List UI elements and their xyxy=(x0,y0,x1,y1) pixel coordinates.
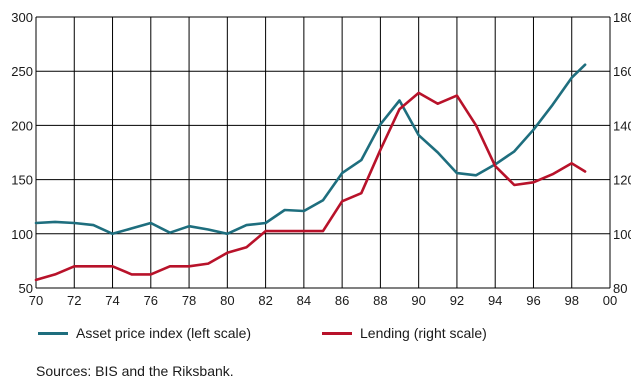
x-tick-label: 98 xyxy=(564,293,578,308)
x-tick-label: 88 xyxy=(373,293,387,308)
x-tick-label: 90 xyxy=(411,293,425,308)
source-note: Sources: BIS and the Riksbank. xyxy=(36,363,234,379)
legend-label-lending: Lending (right scale) xyxy=(360,325,487,341)
x-tick-label: 80 xyxy=(220,293,234,308)
y-left-tick-label: 100 xyxy=(11,227,33,242)
chart-area: 50 100 150 200 250 300 80 100 120 140 160 180 70 72 74… xyxy=(11,10,631,308)
y-right-tick-label: 80 xyxy=(613,281,627,296)
x-tick-label: 96 xyxy=(526,293,540,308)
x-tick-label: 74 xyxy=(105,293,119,308)
y-left-tick-label: 150 xyxy=(11,173,33,188)
legend-swatch-lending xyxy=(322,331,352,335)
y-right-tick-label: 140 xyxy=(613,118,631,133)
x-tick-label: 00 xyxy=(603,293,617,308)
y-right-tick-label: 100 xyxy=(613,227,631,242)
legend-label-asset-price: Asset price index (left scale) xyxy=(76,325,252,341)
legend-item-lending: Lending (right scale) xyxy=(322,323,487,343)
x-tick-label: 78 xyxy=(182,293,196,308)
y-right-tick-label: 120 xyxy=(613,173,631,188)
series-line-asset-price xyxy=(34,63,587,236)
x-tick-label: 92 xyxy=(450,293,464,308)
y-left-tick-label: 200 xyxy=(11,118,33,133)
x-tick-label: 70 xyxy=(29,293,43,308)
y-left-tick-label: 50 xyxy=(19,281,33,296)
x-tick-label: 76 xyxy=(144,293,158,308)
legend-swatch-asset-price xyxy=(38,331,68,335)
y-left-tick-label: 250 xyxy=(11,64,33,79)
series-line-lending xyxy=(34,91,587,282)
y-right-tick-label: 160 xyxy=(613,64,631,79)
x-tick-label: 82 xyxy=(258,293,272,308)
x-tick-label: 86 xyxy=(335,293,349,308)
legend-item-asset-price: Asset price index (left scale) xyxy=(38,323,251,343)
x-tick-label: 84 xyxy=(297,293,311,308)
x-tick-label: 72 xyxy=(67,293,81,308)
y-left-tick-label: 300 xyxy=(11,10,33,25)
y-right-tick-label: 180 xyxy=(613,10,631,25)
x-tick-label: 94 xyxy=(488,293,502,308)
